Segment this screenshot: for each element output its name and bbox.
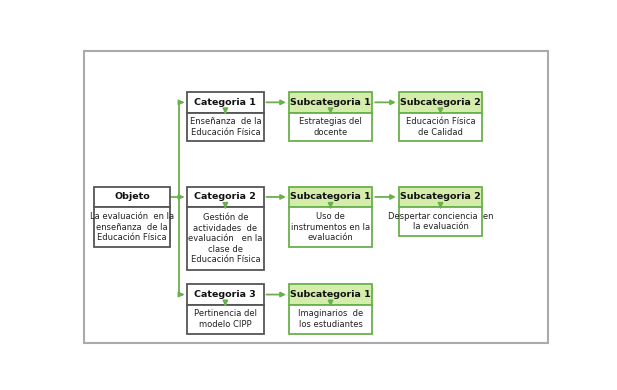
- FancyBboxPatch shape: [289, 187, 373, 207]
- FancyBboxPatch shape: [289, 284, 373, 305]
- FancyBboxPatch shape: [289, 207, 373, 247]
- Text: Subcategoria 1: Subcategoria 1: [290, 290, 371, 299]
- FancyBboxPatch shape: [187, 92, 263, 113]
- FancyBboxPatch shape: [289, 92, 373, 113]
- Text: Subcategoria 1: Subcategoria 1: [290, 192, 371, 202]
- Text: Categoria 2: Categoria 2: [194, 192, 256, 202]
- Text: La evaluación  en la
enseñanza  de la
Educación Física: La evaluación en la enseñanza de la Educ…: [90, 213, 174, 242]
- FancyBboxPatch shape: [289, 305, 373, 333]
- FancyBboxPatch shape: [289, 113, 373, 142]
- FancyBboxPatch shape: [94, 207, 170, 247]
- FancyBboxPatch shape: [85, 51, 548, 342]
- FancyBboxPatch shape: [399, 113, 482, 142]
- Text: Despertar conciencia  en
la evaluación: Despertar conciencia en la evaluación: [388, 212, 493, 231]
- FancyBboxPatch shape: [187, 305, 263, 333]
- FancyBboxPatch shape: [187, 187, 263, 207]
- Text: Categoria 3: Categoria 3: [194, 290, 256, 299]
- FancyBboxPatch shape: [399, 187, 482, 207]
- Text: Enseñanza  de la
Educación Física: Enseñanza de la Educación Física: [189, 117, 261, 136]
- Text: Uso de
instrumentos en la
evaluación: Uso de instrumentos en la evaluación: [291, 213, 370, 242]
- Text: Categoria 1: Categoria 1: [194, 98, 256, 107]
- Text: Subcategoria 2: Subcategoria 2: [400, 192, 481, 202]
- Text: Educación Física
de Calidad: Educación Física de Calidad: [406, 117, 475, 136]
- Text: Gestión de
actividades  de
evaluación   en la
clase de
Educación Física: Gestión de actividades de evaluación en …: [188, 213, 263, 264]
- FancyBboxPatch shape: [187, 284, 263, 305]
- Text: Estrategias del
docente: Estrategias del docente: [299, 117, 362, 136]
- Text: Imaginarios  de
los estudiantes: Imaginarios de los estudiantes: [298, 310, 363, 329]
- FancyBboxPatch shape: [187, 113, 263, 142]
- FancyBboxPatch shape: [94, 187, 170, 207]
- FancyBboxPatch shape: [399, 92, 482, 113]
- Text: Pertinencia del
modelo CIPP: Pertinencia del modelo CIPP: [194, 310, 257, 329]
- FancyBboxPatch shape: [187, 207, 263, 270]
- Text: Objeto: Objeto: [114, 192, 150, 202]
- FancyBboxPatch shape: [399, 207, 482, 236]
- Text: Subcategoria 1: Subcategoria 1: [290, 98, 371, 107]
- Text: Subcategoria 2: Subcategoria 2: [400, 98, 481, 107]
